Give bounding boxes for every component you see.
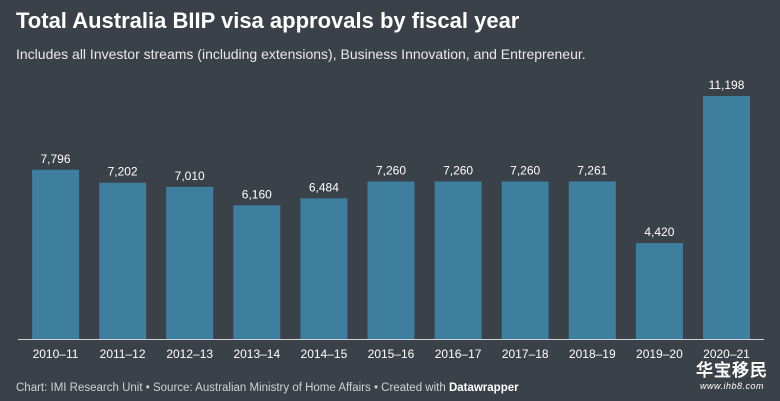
x-tick-label: 2014–15 — [301, 347, 348, 361]
value-label: 7,010 — [175, 169, 205, 183]
x-tick-label: 2018–19 — [569, 347, 616, 361]
x-tick-label: 2010–11 — [33, 347, 79, 361]
chart-subtitle: Includes all Investor streams (including… — [16, 46, 586, 62]
x-tick-label: 2013–14 — [233, 347, 280, 361]
bar-2012–13 — [166, 186, 214, 339]
value-label: 11,198 — [709, 78, 745, 92]
value-label: 7,260 — [376, 164, 406, 178]
bar-2011–12 — [99, 182, 147, 339]
value-label: 7,261 — [577, 163, 607, 177]
value-label: 7,796 — [40, 152, 70, 166]
watermark-logo-text: 华宝移民 — [696, 361, 768, 381]
value-label: 7,260 — [510, 164, 540, 178]
value-label: 7,260 — [443, 164, 473, 178]
x-tick-label: 2012–13 — [166, 347, 213, 361]
value-label: 4,420 — [644, 225, 674, 239]
chart-footer: Chart: IMI Research Unit • Source: Austr… — [16, 382, 519, 394]
bar-2013–14 — [233, 205, 281, 339]
x-tick-label: 2020–21 — [703, 347, 750, 361]
bar-2015–16 — [367, 181, 415, 339]
bar-2020–21 — [703, 96, 750, 339]
bar-2010–11 — [32, 169, 80, 339]
bar-2017–18 — [501, 181, 549, 339]
chart-credit: Chart: IMI Research Unit — [16, 382, 143, 394]
datawrapper-link[interactable]: Datawrapper — [448, 382, 519, 394]
bar-2014–15 — [300, 198, 348, 339]
x-tick-label: 2015–16 — [368, 347, 415, 361]
chart-title: Total Australia BIIP visa approvals by f… — [16, 8, 520, 33]
x-tick-label: 2011–12 — [100, 347, 146, 361]
x-tick-label: 2019–20 — [636, 347, 683, 361]
chart-source: Source: Australian Ministry of Home Affa… — [152, 382, 371, 394]
bar-2016–17 — [434, 181, 482, 339]
footer-separator: • — [373, 382, 382, 394]
bar-2018–19 — [568, 181, 616, 339]
created-with-text: Created with — [381, 382, 446, 394]
value-label: 7,202 — [108, 165, 138, 179]
value-label: 6,484 — [309, 180, 339, 194]
x-tick-label: 2016–17 — [435, 347, 482, 361]
footer-separator: • — [145, 382, 153, 394]
watermark-url: www.ihb8.com — [699, 381, 765, 391]
x-tick-label: 2017–18 — [502, 347, 549, 361]
bar-2019–20 — [635, 243, 683, 339]
watermark-logo: 华宝移民 www.ihb8.com — [696, 356, 768, 391]
value-label: 6,160 — [242, 187, 272, 201]
